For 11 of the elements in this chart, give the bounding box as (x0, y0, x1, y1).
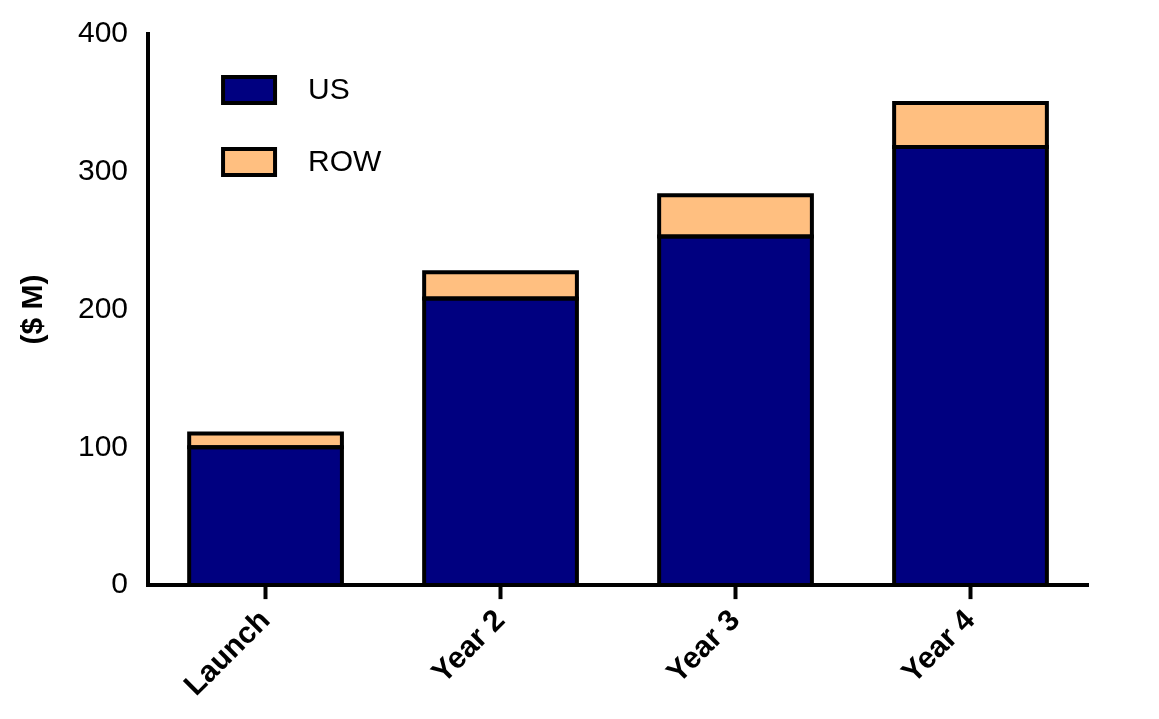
legend-label: US (308, 72, 350, 106)
y-tick-label: 300 (77, 153, 129, 187)
y-tick-label: 400 (77, 15, 129, 49)
y-axis-title: ($ M) (15, 274, 49, 345)
x-tick-label: Year 2 (424, 602, 511, 689)
y-tick-label: 100 (77, 428, 129, 462)
y-tick-label: 200 (77, 290, 129, 324)
legend-label: ROW (308, 144, 383, 178)
y-tick-label: 0 (111, 566, 129, 600)
x-tick-label: Year 3 (659, 602, 746, 689)
x-tick-label: Year 4 (894, 602, 981, 689)
